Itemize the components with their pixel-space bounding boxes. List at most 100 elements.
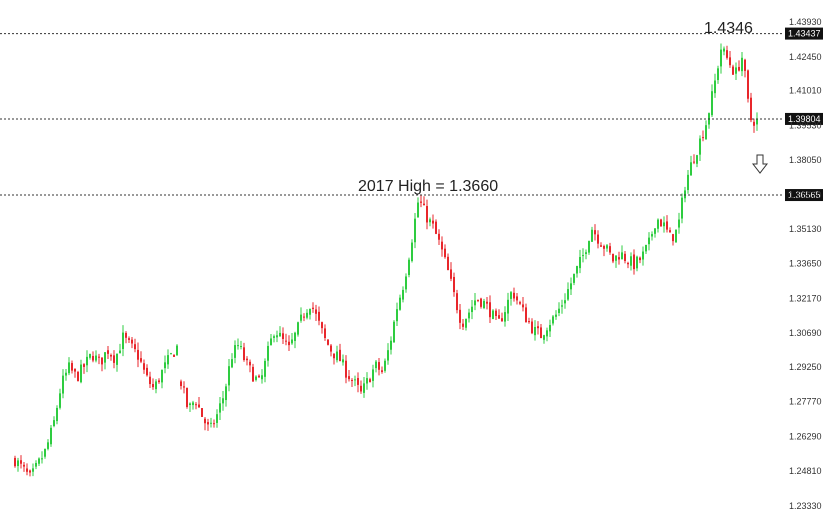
candle-body: [702, 137, 704, 139]
candle-body: [146, 367, 148, 376]
candle-body: [285, 340, 287, 342]
y-tick-label: 1.35130: [789, 224, 822, 234]
candle-body: [498, 315, 500, 319]
candle-body: [636, 256, 638, 269]
candle-body: [74, 369, 76, 372]
candle-body: [534, 326, 536, 336]
candle-body: [321, 322, 323, 329]
candle-body: [480, 298, 482, 307]
candle-body: [32, 468, 34, 472]
candle-body: [23, 464, 25, 467]
candle-body: [192, 402, 194, 406]
candle-body: [507, 299, 509, 314]
candle-body: [131, 339, 133, 344]
candle-body: [315, 309, 317, 314]
candles-layer: [14, 43, 758, 477]
candle-body: [219, 403, 221, 413]
peak-annotation: 1.4346: [704, 20, 753, 37]
candle-body: [225, 386, 227, 401]
high-2017-annotation: 2017 High = 1.3660: [358, 178, 498, 195]
level-price-label-bg: [785, 112, 823, 125]
candle-body: [92, 355, 94, 361]
candle-body: [360, 385, 362, 392]
y-tick-label: 1.43930: [789, 17, 822, 27]
candle-body: [384, 360, 386, 371]
candle-body: [690, 162, 692, 176]
candle-body: [396, 309, 398, 322]
candle-body: [540, 327, 542, 339]
candle-body: [681, 197, 683, 219]
candle-body: [669, 230, 671, 233]
candle-body: [753, 121, 755, 126]
candle-body: [666, 221, 668, 230]
candle-body: [26, 468, 28, 472]
candle-body: [363, 383, 365, 393]
candle-body: [381, 370, 383, 372]
candle-body: [333, 353, 335, 359]
candle-body: [291, 339, 293, 344]
y-tick-label: 1.41010: [789, 86, 822, 96]
y-tick-label: 1.26290: [789, 431, 822, 441]
candle-body: [531, 321, 533, 334]
candle-body: [198, 404, 200, 408]
candle-body: [615, 255, 617, 261]
candle-body: [261, 375, 263, 380]
candle-body: [546, 330, 548, 337]
candle-body: [264, 360, 266, 377]
level-price-label: 1.36565: [788, 190, 821, 200]
candle-body: [267, 345, 269, 361]
y-tick-label: 1.39530: [789, 120, 822, 130]
candle-body: [711, 91, 713, 116]
candle-body: [89, 353, 91, 358]
candle-body: [495, 310, 497, 317]
candle-body: [453, 276, 455, 293]
candle-body: [462, 323, 464, 327]
candle-body: [65, 372, 67, 376]
candle-body: [471, 306, 473, 313]
candle-body: [399, 297, 401, 310]
candle-body: [510, 292, 512, 299]
candle-body: [576, 266, 578, 274]
candle-body: [456, 293, 458, 311]
candle-body: [50, 427, 52, 445]
candle-body: [83, 364, 85, 367]
candle-body: [161, 369, 163, 383]
candle-body: [411, 242, 413, 261]
candle-body: [228, 366, 230, 386]
candle-body: [372, 369, 374, 381]
y-tick-label: 1.42450: [789, 52, 822, 62]
candle-body: [38, 458, 40, 464]
candle-body: [621, 252, 623, 260]
candle-body: [684, 190, 686, 199]
candle-body: [20, 460, 22, 464]
candle-body: [273, 336, 275, 338]
candle-body: [369, 379, 371, 383]
candle-body: [110, 355, 112, 357]
candle-body: [216, 414, 218, 423]
candle-body: [597, 234, 599, 244]
candle-body: [528, 321, 530, 323]
candle-body: [591, 229, 593, 242]
candle-body: [170, 353, 172, 355]
candle-body: [53, 420, 55, 427]
candle-body: [234, 345, 236, 358]
candle-body: [107, 350, 109, 354]
candle-body: [435, 221, 437, 234]
candle-body: [288, 341, 290, 346]
candle-body: [492, 310, 494, 319]
candle-body: [125, 332, 127, 338]
candle-body: [678, 219, 680, 228]
candle-body: [450, 269, 452, 279]
candle-body: [387, 350, 389, 361]
candle-body: [663, 222, 665, 227]
y-tick-label: 1.23330: [789, 501, 822, 511]
candle-body: [723, 48, 725, 52]
candle-body: [393, 321, 395, 343]
candle-body: [747, 70, 749, 99]
candle-body: [654, 228, 656, 234]
candle-body: [122, 332, 124, 350]
candle-body: [155, 381, 157, 390]
candle-body: [312, 307, 314, 309]
candle-body: [183, 386, 185, 388]
